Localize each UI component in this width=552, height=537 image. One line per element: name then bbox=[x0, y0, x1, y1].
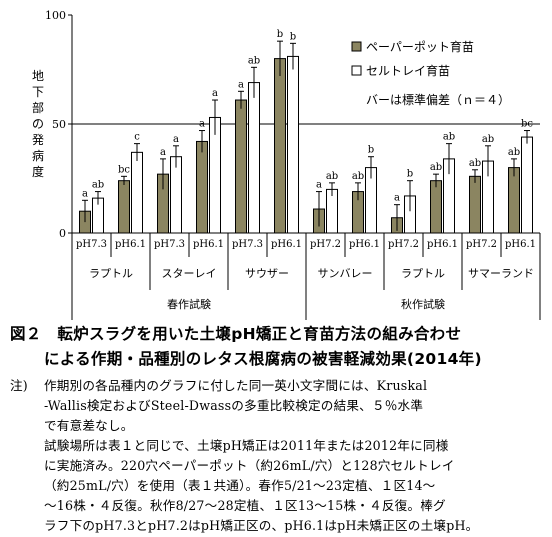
note-line: に実施済み。220穴ペーパーポット（約26mL/穴）と128穴セルトレイ bbox=[44, 458, 455, 473]
x-tick-label: pH6.1 bbox=[193, 239, 224, 250]
figure-caption-line1: 図２ 転炉スラグを用いた土壌pH矯正と育苗方法の組み合わせ bbox=[10, 325, 462, 343]
significance-letter: a bbox=[82, 188, 88, 199]
note-line: ラフ下のpH7.3とpH7.2はpH矯正区の、pH6.1はpH未矯正区の土壌pH… bbox=[44, 518, 479, 533]
bar bbox=[196, 140, 208, 234]
significance-letter: a bbox=[316, 180, 322, 191]
note-line: （約25mL/穴）を使用（表１共通）。春作5/21～23定植、１区14～ bbox=[44, 478, 436, 493]
x-tick-label: pH7.3 bbox=[232, 239, 263, 250]
significance-letter: ab bbox=[92, 180, 104, 191]
significance-letter: ab bbox=[508, 147, 520, 158]
x-tick-label: pH6.1 bbox=[271, 239, 302, 250]
y-axis-label-char: 発 bbox=[32, 133, 44, 147]
bar bbox=[430, 180, 442, 234]
bar bbox=[469, 175, 481, 234]
variety-label: ラプトル bbox=[401, 267, 445, 280]
x-tick-label: pH7.3 bbox=[76, 239, 107, 250]
note-line: ～16株・４反復。秋作8/27～28定植、１区13～15株・４反復。棒グ bbox=[44, 498, 446, 513]
bar bbox=[170, 156, 182, 234]
variety-label: ラプトル bbox=[89, 267, 133, 280]
note-line: 作期別の各品種内のグラフに付した同一英小文字間には、Kruskal bbox=[44, 378, 428, 393]
y-tick-label: 100 bbox=[45, 9, 66, 22]
x-tick-label: pH7.2 bbox=[466, 239, 497, 250]
y-tick-label: 0 bbox=[59, 227, 66, 240]
x-tick-label: pH6.1 bbox=[115, 239, 146, 250]
significance-letter: ab bbox=[248, 55, 260, 66]
significance-letter: a bbox=[199, 119, 205, 130]
significance-letter: ab bbox=[482, 134, 494, 145]
y-axis-label-char: 地 bbox=[32, 69, 44, 83]
significance-letter: bc bbox=[118, 164, 130, 175]
y-axis-label-char: 病 bbox=[32, 148, 44, 163]
notes-label: 注) bbox=[10, 378, 28, 393]
variety-label: サンバレー bbox=[318, 267, 373, 280]
legend-swatch bbox=[351, 65, 362, 76]
y-axis-label-char: 下 bbox=[32, 85, 44, 99]
significance-letter: a bbox=[394, 193, 400, 204]
bar bbox=[248, 82, 260, 234]
significance-letter: ab bbox=[469, 158, 481, 169]
bar bbox=[287, 55, 299, 234]
variety-label: スターレイ bbox=[162, 267, 217, 280]
y-axis-label-char: 部 bbox=[32, 100, 44, 115]
x-tick-label: pH6.1 bbox=[349, 239, 380, 250]
note-line: で有意差なし。 bbox=[44, 418, 134, 433]
legend-swatch bbox=[351, 41, 362, 52]
figure-caption-line2: による作期・品種別のレタス根腐病の被害軽減効果(2014年) bbox=[44, 350, 482, 368]
significance-letter: a bbox=[212, 88, 218, 99]
y-axis-label-char: の bbox=[32, 117, 44, 131]
bar bbox=[274, 58, 286, 234]
x-tick-label: pH6.1 bbox=[427, 239, 458, 250]
significance-letter: a bbox=[173, 134, 179, 145]
significance-letter: a bbox=[160, 147, 166, 158]
bar bbox=[508, 167, 520, 234]
significance-letter: c bbox=[134, 132, 140, 143]
significance-letter: b bbox=[277, 29, 283, 40]
significance-letter: bc bbox=[521, 119, 533, 130]
y-axis-label-char: 度 bbox=[32, 164, 44, 179]
x-tick-label: pH7.2 bbox=[388, 239, 419, 250]
trial-label: 秋作試験 bbox=[401, 297, 445, 311]
variety-label: サウザー bbox=[245, 267, 289, 280]
significance-letter: ab bbox=[326, 171, 338, 182]
note-line: 試験場所は表１と同じで、土壌pH矯正は2011年または2012年に同様 bbox=[44, 438, 449, 453]
bar bbox=[118, 180, 130, 234]
bar bbox=[521, 136, 533, 234]
x-tick-label: pH7.3 bbox=[154, 239, 185, 250]
significance-letter: a bbox=[238, 79, 244, 90]
error-bar-note: バーは標準偏差（ｎ＝４） bbox=[366, 92, 510, 107]
significance-letter: ab bbox=[352, 171, 364, 182]
significance-letter: ab bbox=[443, 132, 455, 143]
significance-letter: b bbox=[290, 31, 296, 42]
significance-letter: ab bbox=[430, 162, 442, 173]
bar bbox=[131, 151, 143, 234]
significance-letter: b bbox=[368, 145, 374, 156]
y-tick-label: 50 bbox=[52, 118, 66, 131]
legend-label: ペーパーポット育苗 bbox=[366, 39, 474, 54]
x-tick-label: pH7.2 bbox=[310, 239, 341, 250]
significance-letter: b bbox=[407, 169, 413, 180]
notes-body: 作期別の各品種内のグラフに付した同一英小文字間には、Kruskal -Walli… bbox=[44, 376, 478, 536]
legend-label: セルトレイ育苗 bbox=[366, 63, 450, 78]
x-tick-label: pH6.1 bbox=[505, 239, 536, 250]
trial-label: 春作試験 bbox=[167, 297, 211, 311]
bar bbox=[235, 99, 247, 234]
variety-label: サマーランド bbox=[468, 267, 534, 280]
note-line: -Wallis検定およびSteel-Dwassの多重比較検定の結果、５％水準 bbox=[44, 398, 424, 413]
